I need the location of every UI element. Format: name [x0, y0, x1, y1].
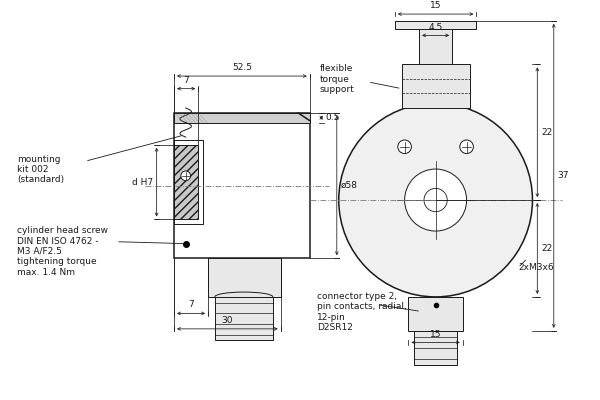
Text: connector type 2,
pin contacts, radial,
12-pin
D2SR12: connector type 2, pin contacts, radial, … — [317, 292, 407, 332]
Text: mounting
kit 002
(standard): mounting kit 002 (standard) — [17, 154, 64, 184]
Circle shape — [398, 140, 412, 154]
Bar — [215, 297, 273, 340]
Text: d H7: d H7 — [131, 178, 153, 187]
Text: cylinder head screw
DIN EN ISO 4762 -
M3 A/F2.5
tightening torque
max. 1.4 Nm: cylinder head screw DIN EN ISO 4762 - M3… — [17, 226, 108, 277]
Text: 22: 22 — [541, 244, 553, 253]
Circle shape — [404, 169, 467, 231]
Text: 22: 22 — [541, 128, 553, 137]
Text: 0.5: 0.5 — [325, 113, 340, 122]
Bar — [402, 64, 470, 108]
Circle shape — [460, 140, 473, 154]
Bar — [419, 28, 452, 64]
Text: 2xM3x6: 2xM3x6 — [518, 263, 554, 272]
Bar — [409, 297, 463, 331]
Text: 7: 7 — [188, 300, 194, 310]
Bar — [208, 258, 281, 297]
Bar — [174, 145, 198, 220]
Text: 7: 7 — [184, 76, 189, 85]
Text: 15: 15 — [430, 1, 442, 10]
Text: 15: 15 — [430, 330, 442, 338]
Bar — [174, 113, 310, 258]
Bar — [174, 140, 203, 224]
Bar — [395, 21, 476, 28]
Text: 52.5: 52.5 — [232, 63, 252, 72]
Text: flexible
torque
support: flexible torque support — [319, 64, 354, 94]
Circle shape — [339, 103, 532, 297]
Circle shape — [181, 171, 191, 181]
Text: 4.5: 4.5 — [428, 22, 443, 32]
Bar — [414, 331, 457, 365]
Text: ø58: ø58 — [341, 181, 358, 190]
Text: 30: 30 — [221, 316, 233, 325]
Bar — [174, 113, 310, 122]
Text: 37: 37 — [557, 171, 569, 180]
